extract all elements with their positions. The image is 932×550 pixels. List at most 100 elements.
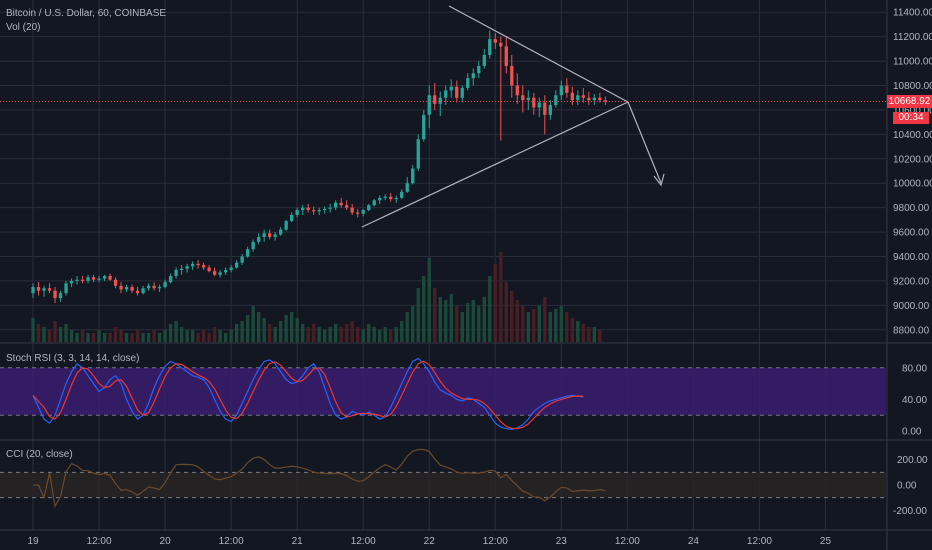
cci-axis: 200.00 0.00 -200.00 <box>893 455 928 517</box>
volume-bar <box>31 318 35 342</box>
volume-bar <box>356 327 360 342</box>
price-tick-label: 11200.00 <box>893 32 932 43</box>
volume-bar <box>179 327 184 342</box>
candle-body <box>135 290 140 294</box>
candle-body <box>229 267 233 270</box>
volume-bar <box>174 321 178 342</box>
volume-bar <box>273 327 277 342</box>
volume-bar <box>372 327 376 342</box>
volume-bar <box>256 312 261 342</box>
volume-bar <box>323 330 327 342</box>
volume-bar <box>532 309 536 342</box>
stoch-rsi-tick-label: 0.00 <box>902 427 922 438</box>
volume-bar <box>152 330 156 342</box>
candle-body <box>284 221 288 230</box>
volume-bar <box>405 312 409 342</box>
candle-body <box>587 97 591 101</box>
candle-body <box>223 269 228 273</box>
candle-body <box>31 287 35 294</box>
price-axis[interactable]: 11400.00 11200.00 11000.00 10800.00 10600.00… <box>893 8 932 337</box>
volume-bar <box>350 321 354 342</box>
candle-body <box>339 202 343 206</box>
candlesticks[interactable] <box>31 30 607 303</box>
candle-body <box>537 102 541 108</box>
candle-body <box>334 202 338 208</box>
volume-bar <box>97 330 101 342</box>
volume-bar <box>119 330 123 342</box>
volume-bar <box>80 330 85 342</box>
time-tick-label: 12:00 <box>87 536 112 547</box>
candle-body <box>592 97 596 101</box>
volume-bar <box>493 264 497 342</box>
candle-body <box>113 279 118 286</box>
projection-arrow-line[interactable] <box>627 101 662 184</box>
price-tick-label: 9800.00 <box>893 203 930 214</box>
candle-body <box>245 249 250 257</box>
candle-body <box>80 279 85 281</box>
volume-bar <box>488 276 492 342</box>
triangle-lower-trendline[interactable] <box>361 101 629 228</box>
price-tick-label: 10000.00 <box>893 179 932 190</box>
price-tick-label: 11000.00 <box>893 57 932 68</box>
candle-body <box>345 205 349 208</box>
candle-body <box>548 105 552 115</box>
candle-body <box>367 205 371 211</box>
cci-line <box>33 448 606 508</box>
volume-bar <box>548 312 552 342</box>
candle-body <box>86 277 90 281</box>
candle-body <box>174 269 178 277</box>
time-tick-label: 12:00 <box>747 536 772 547</box>
volume-bar <box>218 330 222 342</box>
volume-bar <box>537 306 541 342</box>
price-tick-label: 11400.00 <box>893 8 932 19</box>
candle-body <box>47 288 52 291</box>
time-axis[interactable]: 19 12:00 20 12:00 21 12:00 22 12:00 23 12:00 24 12:… <box>27 536 831 547</box>
candle-body <box>119 285 123 290</box>
volume-bar <box>345 324 349 342</box>
candle-body <box>290 214 294 222</box>
candle-body <box>466 78 470 88</box>
volume-bar <box>328 327 332 342</box>
candle-body <box>350 207 354 213</box>
candle-body <box>460 87 464 98</box>
candle-body <box>196 263 200 266</box>
volume-bar <box>444 300 448 342</box>
candle-body <box>482 54 486 66</box>
candle-body <box>603 100 607 102</box>
candle-body <box>240 256 244 263</box>
volume-bar <box>91 333 96 342</box>
candle-body <box>532 97 536 108</box>
volume-indicator-label: Vol (20) <box>6 22 41 33</box>
candle-body <box>234 262 239 268</box>
candle-body <box>91 277 96 280</box>
time-tick-label: 21 <box>292 536 304 547</box>
candle-body <box>328 207 332 209</box>
candle-body <box>262 233 266 237</box>
candle-body <box>471 73 475 79</box>
price-tick-label: 9600.00 <box>893 228 930 239</box>
volume-bar <box>36 324 41 342</box>
price-tick-label: 10400.00 <box>893 130 932 141</box>
candle-body <box>570 92 574 101</box>
price-tick-label: 9200.00 <box>893 276 930 287</box>
volume-bar <box>543 297 547 342</box>
price-tick-label: 10600.00 <box>893 105 932 116</box>
volume-bar <box>212 327 217 342</box>
candle-body <box>543 102 547 115</box>
volume-bar <box>312 324 316 342</box>
volume-bar <box>455 306 459 342</box>
stoch-rsi-label: Stoch RSI (3, 3, 14, 14, close) <box>6 353 140 364</box>
volume-bar <box>64 324 68 342</box>
triangle-upper-trendline[interactable] <box>448 5 629 103</box>
volume-bar <box>130 333 134 342</box>
candle-body <box>207 267 211 272</box>
volume-bar <box>367 324 371 342</box>
candle-body <box>146 285 151 289</box>
time-tick-label: 12:00 <box>483 536 508 547</box>
time-tick-label: 20 <box>160 536 172 547</box>
candle-body <box>64 283 68 294</box>
candle-body <box>295 210 299 215</box>
candle-body <box>36 287 41 291</box>
drawings[interactable] <box>361 5 665 228</box>
candle-body <box>510 65 514 86</box>
